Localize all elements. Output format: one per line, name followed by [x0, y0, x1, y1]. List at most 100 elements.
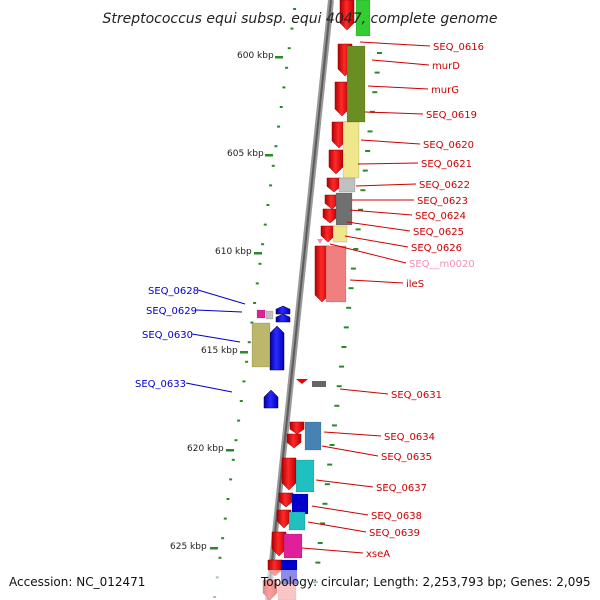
scale-tick-outer [341, 346, 347, 348]
cog-block [355, 0, 371, 37]
scale-tick-outer [324, 483, 330, 486]
gene-label-seq-m0020[interactable]: SEQ__m0020 [409, 259, 475, 270]
gene-label-seq-0635[interactable]: SEQ_0635 [381, 452, 432, 463]
scale-tick-inner [242, 380, 246, 383]
label-leaders [185, 41, 431, 554]
reverse-label-leader [197, 289, 246, 305]
gene-label-seq-0639[interactable]: SEQ_0639 [369, 528, 420, 539]
forward-label-leader [360, 139, 421, 145]
gene-label-seq-0625[interactable]: SEQ_0625 [413, 227, 464, 238]
cog-block [335, 192, 353, 226]
gene-label-seq-0634[interactable]: SEQ_0634 [384, 432, 435, 443]
forward-label-leader [301, 547, 364, 554]
cog-block [342, 121, 360, 179]
scale-tick-outer [317, 542, 323, 544]
scale-tick-inner [250, 321, 254, 324]
scale-tick-inner [255, 282, 259, 285]
cog-block [304, 421, 322, 451]
scale-label-625: 625 kbp [170, 542, 207, 552]
gene-label-xsea[interactable]: xseA [366, 549, 390, 560]
scale-tick-inner [266, 204, 270, 206]
scale-major-tick [275, 56, 283, 59]
cog-block [256, 309, 266, 319]
accession-text: Accession: NC_012471 [9, 575, 145, 589]
scale-major-tick [254, 252, 262, 255]
scale-label-615: 615 kbp [201, 346, 238, 356]
gene-label-seq-0621[interactable]: SEQ_0621 [421, 159, 472, 170]
gene-label-murg[interactable]: murG [431, 85, 459, 96]
scale-tick-inner [261, 243, 265, 246]
scale-tick-outer [320, 522, 326, 525]
cog-block [251, 322, 271, 368]
forward-label-leader [329, 243, 407, 264]
gene-label-seq-0622[interactable]: SEQ_0622 [419, 180, 470, 191]
gene-label-seq-0628[interactable]: SEQ_0628 [148, 286, 199, 297]
gene-label-seq-0626[interactable]: SEQ_0626 [411, 243, 462, 254]
scale-tick-outer [372, 91, 378, 94]
gene-label-seq-0630[interactable]: SEQ_0630 [142, 330, 193, 341]
scale-tick-inner [279, 106, 283, 108]
forward-label-leader [346, 221, 411, 232]
scale-major-tick [210, 547, 218, 550]
gene-label-seq-0631[interactable]: SEQ_0631 [391, 390, 442, 401]
gene-label-seq-0620[interactable]: SEQ_0620 [423, 140, 474, 151]
cog-block [332, 225, 348, 243]
gene-label-murd[interactable]: murD [432, 61, 460, 72]
forward-gene-arrow [339, 0, 355, 31]
scale-tick-inner [274, 145, 278, 148]
scale-tick-inner [226, 498, 230, 500]
scale-tick-inner [269, 184, 273, 187]
scale-tick-inner [223, 517, 227, 520]
scale-tick-inner [239, 400, 243, 402]
gene-label-seq-0633[interactable]: SEQ_0633 [135, 379, 186, 390]
cog-block [325, 245, 347, 303]
forward-gene-arrow [328, 149, 344, 175]
scale-tick-inner [231, 458, 235, 461]
gene-label-seq-0619[interactable]: SEQ_0619 [426, 110, 477, 121]
scale-tick-inner [234, 439, 238, 442]
reverse-gene-labels: SEQ_0628 SEQ_0629 SEQ_0630 SEQ_0633 [135, 286, 199, 390]
forward-label-leader [323, 431, 382, 437]
forward-label-leader [357, 162, 419, 165]
scale-tick-inner [237, 419, 241, 422]
cog-block [283, 533, 303, 559]
forward-gene-arrow [296, 379, 308, 384]
cog-block [291, 493, 309, 515]
gene-label-seq-0616[interactable]: SEQ_0616 [433, 42, 484, 53]
scale-tick-inner [247, 341, 251, 344]
forward-label-leader [364, 111, 424, 115]
scale-label-620: 620 kbp [187, 444, 224, 454]
forward-label-leader [359, 41, 431, 47]
reverse-label-leader [191, 333, 241, 343]
forward-label-leader [315, 479, 374, 488]
reverse-gene-arrow [263, 389, 279, 409]
forward-gene-arrow [271, 531, 287, 557]
scale-tick-inner [287, 47, 291, 50]
forward-gene-arrow [320, 225, 336, 243]
reverse-label-leader [185, 382, 233, 393]
scale-tick-outer [322, 502, 328, 505]
scale-major-tick [240, 351, 248, 354]
gene-label-seq-0623[interactable]: SEQ_0623 [417, 196, 468, 207]
forward-label-leader [355, 183, 417, 187]
scale-tick-outer [343, 326, 349, 329]
scale-tick-inner [277, 125, 281, 128]
forward-gene-arrow [278, 492, 294, 508]
gene-label-seq-0638[interactable]: SEQ_0638 [371, 511, 422, 522]
scale-tick-outer [350, 267, 356, 270]
gene-label-seq-0629[interactable]: SEQ_0629 [146, 306, 197, 317]
scale-major-tick [265, 154, 273, 157]
gene-label-seq-0624[interactable]: SEQ_0624 [415, 211, 466, 222]
scale-tick-outer [358, 208, 364, 211]
cog-block [346, 45, 366, 123]
gene-label-seq-0637[interactable]: SEQ_0637 [376, 483, 427, 494]
feature-block [312, 381, 326, 387]
scale-tick-inner [258, 262, 262, 265]
gene-label-iles[interactable]: ileS [406, 279, 424, 290]
scale-tick-outer [367, 130, 373, 133]
scale-tick-inner [218, 556, 222, 559]
scale-tick-inner [285, 66, 289, 69]
scale-tick-outer [377, 52, 382, 54]
forward-label-leader [321, 445, 379, 457]
forward-gene-labels: SEQ_0616 murD murG SEQ_0619 SEQ_0620 SEQ… [366, 42, 484, 560]
